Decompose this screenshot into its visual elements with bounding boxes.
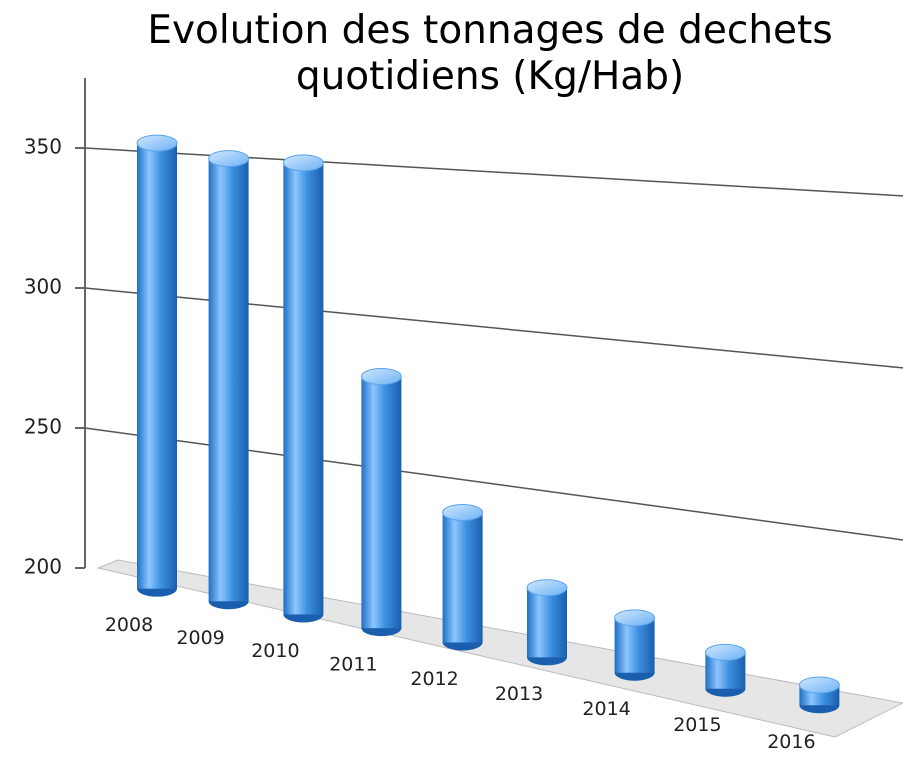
x-tick-label: 2016 [767,731,815,753]
bar [614,617,655,673]
bar-cap [442,503,484,521]
y-tick-label: 300 [24,275,62,299]
bar [208,158,249,602]
bar [361,376,402,629]
x-tick-label: 2009 [176,627,224,649]
bar-cap [360,368,402,386]
x-tick-label: 2015 [673,714,721,736]
y-tick-label: 200 [24,555,62,579]
y-tick-label: 250 [24,415,62,439]
bar [442,512,483,643]
grid-line [84,287,903,369]
y-tick-label: 350 [24,135,62,159]
x-tick-label: 2011 [329,654,377,676]
grid-line [84,427,903,541]
bar-cap [208,150,250,168]
bar-cap [526,579,568,597]
x-tick-label: 2013 [495,683,543,705]
bar [137,143,177,589]
grid-line [84,147,903,197]
x-tick-label: 2012 [410,668,458,690]
bar [283,162,324,615]
chart-title: Evolution des tonnages de dechets quotid… [147,8,833,99]
x-tick-label: 2008 [105,614,153,636]
bar-cap [614,609,656,627]
x-tick-label: 2010 [251,640,299,662]
bar-cap [136,134,178,152]
x-tick-label: 2014 [582,698,630,720]
bar-cap [282,154,324,172]
bar [527,587,567,658]
bar-cap [704,643,746,661]
bar-cap [798,676,840,694]
